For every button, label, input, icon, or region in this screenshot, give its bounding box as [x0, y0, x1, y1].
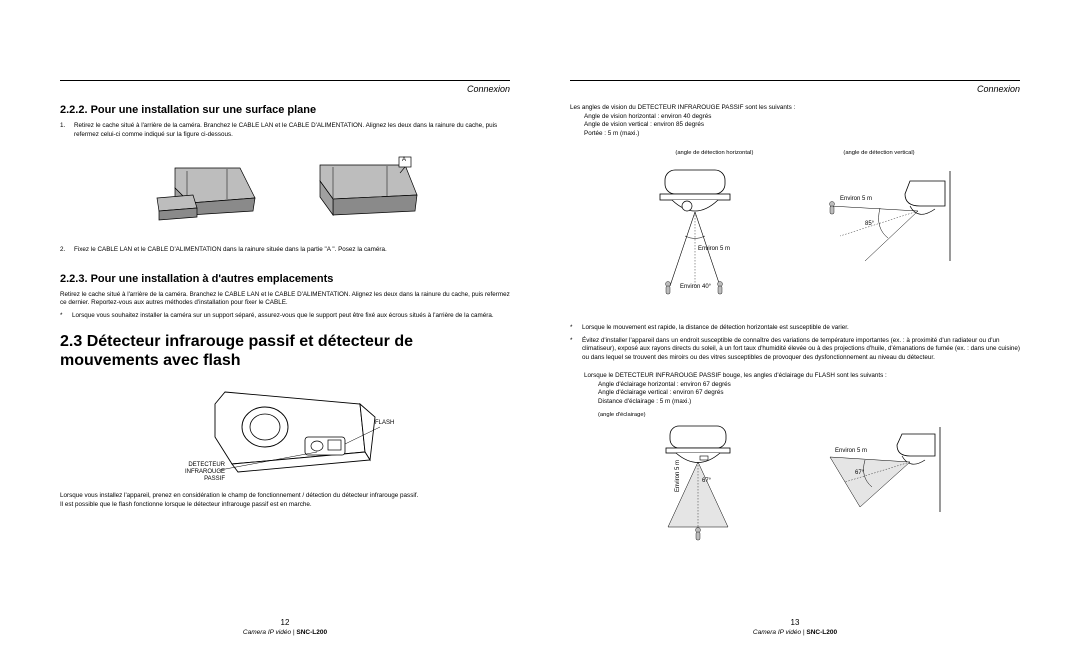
- diag-flash-v-wrap: Environ 5 m 67°: [810, 422, 950, 542]
- note-star: *: [60, 312, 68, 321]
- figure-camera-pir: FLASH DETECTEUR INFRAROUGE PASSIF: [170, 382, 400, 482]
- base-right-svg: [295, 153, 425, 228]
- diag-flash-v-svg: [810, 422, 950, 522]
- intro-right: Les angles de vision du DETECTEUR INFRAR…: [570, 104, 1020, 113]
- header-rule-right: [570, 80, 1020, 81]
- diag-flash-h-5m: Environ 5 m: [675, 460, 681, 492]
- note-b-text: Évitez d'installer l'appareil dans un en…: [582, 337, 1020, 363]
- step-2-text: Fixez le CABLE LAN et le CABLE D'ALIMENT…: [74, 246, 387, 255]
- diag-vert-85: 85°: [865, 221, 874, 227]
- footer-model-right: SNC-L200: [806, 629, 837, 636]
- footer-label-left: Camera IP vidéo | SNC-L200: [60, 629, 510, 636]
- note-2-2-3: * Lorsque vous souhaitez installer la ca…: [60, 312, 510, 321]
- note-b: * Évitez d'installer l'appareil dans un …: [570, 337, 1020, 363]
- diagram-pair-flash: Environ 5 m 67° Environ 5 m 67°: [570, 422, 1020, 542]
- p-2-3a: Lorsque vous installez l'appareil, prene…: [60, 492, 510, 501]
- footer-model-left: SNC-L200: [296, 629, 327, 636]
- caption-flash: (angle d'éclairage): [570, 412, 1020, 418]
- diag-horiz-40: Environ 40°: [680, 284, 711, 290]
- heading-2-3: 2.3 Détecteur infrarouge passif et détec…: [60, 332, 510, 370]
- base-left-svg: [145, 153, 265, 228]
- step-1-text: Retirez le cache situé à l'arrière de la…: [74, 122, 510, 139]
- diag-horiz-wrap: Environ 5 m Environ 40°: [630, 166, 760, 306]
- p-2-2-3: Retirez le cache situé à l'arrière de la…: [60, 291, 510, 308]
- figure-mount-bases: A: [60, 153, 510, 228]
- flash-spec3: Distance d'éclairage : 5 m (maxi.): [570, 398, 1020, 407]
- p-2-3b: Il est possible que le flash fonctionne …: [60, 501, 510, 510]
- caption-horiz: (angle de détection horizontal): [675, 150, 753, 156]
- spec3: Portée : 5 m (maxi.): [570, 130, 1020, 139]
- base-right-wrap: A: [295, 153, 425, 228]
- label-pir: DETECTEUR INFRAROUGE PASSIF: [170, 462, 225, 482]
- diag-vert-5m: Environ 5 m: [840, 196, 872, 202]
- step-2: 2. Fixez le CABLE LAN et le CABLE D'ALIM…: [60, 246, 510, 255]
- diag-flash-v-67: 67°: [855, 470, 864, 476]
- step-2-num: 2.: [60, 246, 70, 255]
- diag-flash-h-wrap: Environ 5 m 67°: [640, 422, 760, 542]
- page-num-right: 13: [570, 618, 1020, 627]
- footer-left: 12 Camera IP vidéo | SNC-L200: [60, 618, 510, 636]
- step-1-num: 1.: [60, 122, 70, 139]
- diagram-pair-detection: Environ 5 m Environ 40°: [570, 166, 1020, 306]
- footer-right: 13 Camera IP vidéo | SNC-L200: [570, 618, 1020, 636]
- flash-intro: Lorsque le DETECTEUR INFRAROUGE PASSIF b…: [570, 372, 1020, 381]
- spec1: Angle de vision horizontal : environ 40 …: [570, 113, 1020, 122]
- page-num-left: 12: [60, 618, 510, 627]
- diag-vert-svg: [810, 166, 960, 276]
- flash-spec2: Angle d'éclairage vertical : environ 67 …: [570, 389, 1020, 398]
- diag-flash-v-5m: Environ 5 m: [835, 448, 867, 454]
- right-page: Connexion Les angles de vision du DETECT…: [570, 80, 1020, 636]
- caption-vert: (angle de détection vertical): [843, 150, 914, 156]
- note-2-2-3-text: Lorsque vous souhaitez installer la camé…: [72, 312, 494, 321]
- diag-flash-h-67: 67°: [702, 478, 711, 484]
- note-a-text: Lorsque le mouvement est rapide, la dist…: [582, 324, 849, 333]
- diag-flash-h-svg: [640, 422, 760, 542]
- heading-2-2-3: 2.2.3. Pour une installation à d'autres …: [60, 273, 510, 285]
- footer-label-right: Camera IP vidéo | SNC-L200: [570, 629, 1020, 636]
- label-a: A: [402, 157, 406, 163]
- flash-spec1: Angle d'éclairage horizontal : environ 6…: [570, 381, 1020, 390]
- footer-prefix-left: Camera IP vidéo |: [243, 629, 296, 636]
- footer-prefix-right: Camera IP vidéo |: [753, 629, 806, 636]
- diag-horiz-5m: Environ 5 m: [698, 246, 730, 252]
- step-1: 1. Retirez le cache situé à l'arrière de…: [60, 122, 510, 139]
- header-label-left: Connexion: [60, 84, 510, 94]
- header-rule-left: [60, 80, 510, 81]
- spec2: Angle de vision vertical : environ 85 de…: [570, 121, 1020, 130]
- note-a: * Lorsque le mouvement est rapide, la di…: [570, 324, 1020, 333]
- left-page: Connexion 2.2.2. Pour une installation s…: [60, 80, 510, 636]
- heading-2-2-2: 2.2.2. Pour une installation sur une sur…: [60, 104, 510, 116]
- diag-vert-wrap: Environ 5 m 85°: [810, 166, 960, 306]
- label-flash: FLASH: [375, 420, 394, 426]
- header-label-right: Connexion: [570, 84, 1020, 94]
- note-a-star: *: [570, 324, 578, 333]
- note-b-star: *: [570, 337, 578, 363]
